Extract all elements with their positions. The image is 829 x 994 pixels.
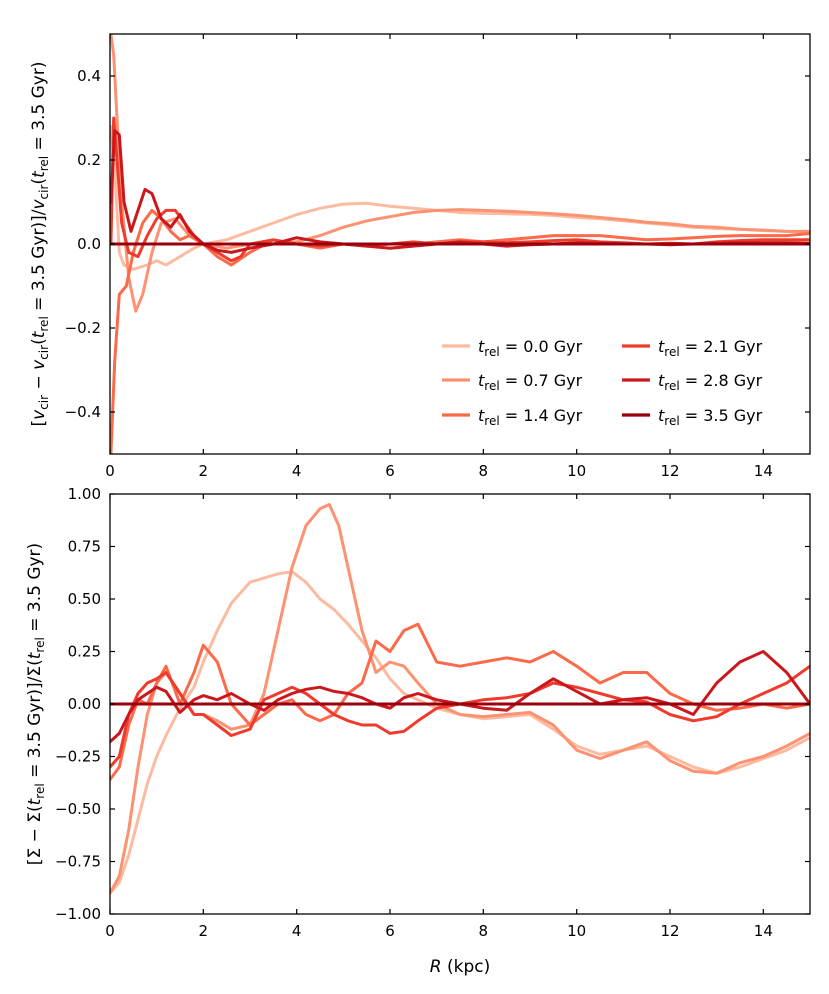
sigma-y-ticks: −1.00 −0.75 −0.50 −0.25 0.00 0.25 0.50 0.75 1.00: [55, 485, 810, 923]
legend: trel = 0.0 Gyr trel = 0.7 Gyr trel = 1.4 G…: [442, 337, 763, 428]
vcir-x-tick-label: 10: [567, 462, 586, 480]
vcir-series-line-4: [110, 129, 810, 254]
vcir-x-tick-label: 14: [754, 462, 773, 480]
sigma-y-tick-label: 0.75: [68, 538, 101, 556]
legend-label-4: trel = 2.8 Gyr: [658, 371, 763, 393]
sigma-x-tick-label: 4: [292, 922, 302, 940]
sigma-x-tick-label: 10: [567, 922, 586, 940]
sigma-y-axis-label: [Σ − Σ(trel = 3.5 Gyr)]/Σ(trel = 3.5 Gyr…: [25, 543, 47, 865]
sigma-x-tick-label: 14: [754, 922, 773, 940]
sigma-x-tick-label: 6: [385, 922, 395, 940]
sigma-y-tick-label: −0.25: [55, 748, 101, 766]
sigma-series-line-4: [110, 650, 810, 744]
legend-label-3: trel = 2.1 Gyr: [658, 337, 763, 359]
sigma-x-ticks: 0 2 4 6 8 10 12 14: [105, 494, 773, 940]
vcir-series-line-0: [110, 124, 810, 271]
vcir-x-tick-label: 6: [385, 462, 395, 480]
vcir-series-line-1: [110, 34, 810, 313]
vcir-x-tick-label: 8: [479, 462, 489, 480]
sigma-y-tick-label: 0.00: [68, 695, 101, 713]
sigma-x-tick-label: 0: [105, 922, 115, 940]
sigma-y-tick-label: −0.50: [55, 800, 101, 818]
vcir-y-axis-label: [vcir − vcir(trel = 3.5 Gyr)]/vcir(trel …: [29, 62, 51, 427]
vcir-series-group: [110, 34, 810, 454]
legend-label-1: trel = 0.7 Gyr: [478, 371, 583, 393]
vcir-x-tick-label: 12: [660, 462, 679, 480]
vcir-x-tick-label: 0: [105, 462, 115, 480]
vcir-x-tick-label: 4: [292, 462, 302, 480]
sigma-x-tick-label: 8: [479, 922, 489, 940]
sigma-y-tick-label: 1.00: [68, 485, 101, 503]
vcir-y-tick-label: 0.4: [77, 67, 101, 85]
sigma-y-tick-label: −0.75: [55, 853, 101, 871]
sigma-x-tick-label: 12: [660, 922, 679, 940]
legend-label-2: trel = 1.4 Gyr: [478, 406, 583, 428]
vcir-x-tick-label: 2: [199, 462, 209, 480]
sigma-y-tick-label: 0.50: [68, 590, 101, 608]
vcir-y-tick-label: −0.4: [65, 403, 101, 421]
sigma-series-line-2: [110, 622, 810, 782]
surface-density-panel: 0 2 4 6 8 10 12 14 −1.00 −0.75 −0.50 −0.25 0.00 0.25…: [25, 485, 811, 977]
vcir-panel: 0 2 4 6 8 10 12 14 −0.4 −0.2 0.0 0.2 0.4 [vcir − vc…: [29, 33, 811, 480]
sigma-series-line-0: [110, 570, 810, 895]
legend-label-0: trel = 0.0 Gyr: [478, 337, 583, 359]
vcir-y-ticks: −0.4 −0.2 0.0 0.2 0.4: [65, 67, 810, 421]
x-axis-label: R (kpc): [430, 957, 490, 977]
vcir-y-tick-label: 0.2: [77, 151, 101, 169]
vcir-y-tick-label: −0.2: [65, 319, 101, 337]
vcir-y-tick-label: 0.0: [77, 235, 101, 253]
sigma-x-tick-label: 2: [199, 922, 209, 940]
vcir-x-ticks: 0 2 4 6 8 10 12 14: [105, 34, 773, 480]
sigma-y-tick-label: 0.25: [68, 643, 101, 661]
sigma-series-line-3: [110, 664, 810, 769]
sigma-series-group: [110, 503, 810, 895]
sigma-y-tick-label: −1.00: [55, 905, 101, 923]
legend-label-5: trel = 3.5 Gyr: [658, 406, 763, 428]
